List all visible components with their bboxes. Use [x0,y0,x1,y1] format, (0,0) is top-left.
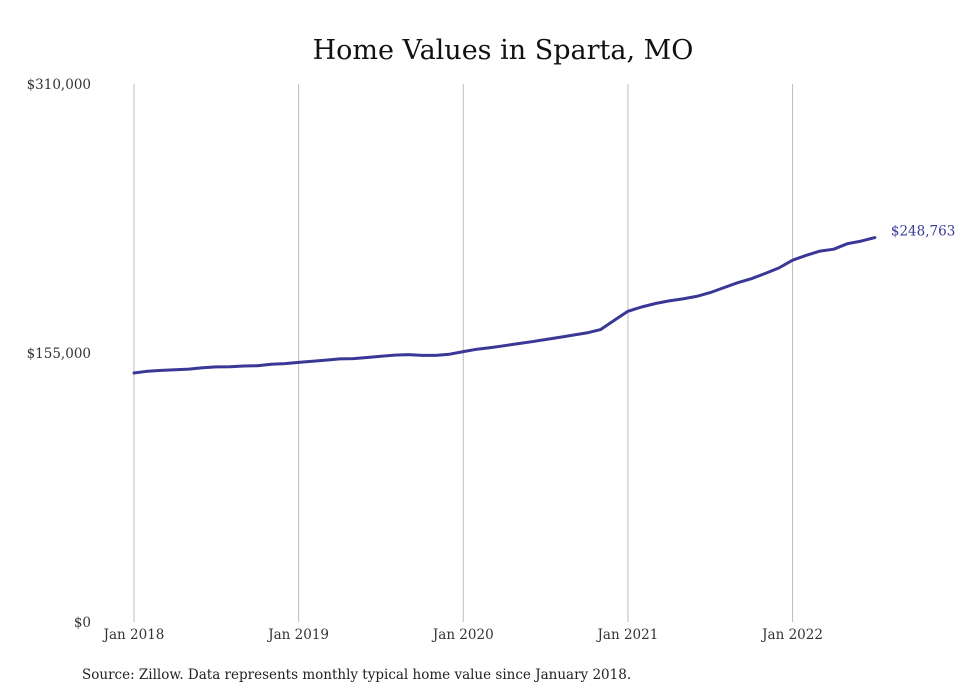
x-tick-label: Jan 2019 [266,627,329,643]
y-tick-label: $310,000 [27,77,91,93]
x-tick-label: Jan 2020 [431,627,494,643]
y-axis-ticks: $0 $155,000 $310,000 [27,77,91,631]
x-axis-ticks: Jan 2018 Jan 2019 Jan 2020 Jan 2021 Jan 2022 [102,627,823,643]
x-tick-label: Jan 2018 [102,627,165,643]
series-group [132,236,877,375]
y-tick-label: $155,000 [27,346,91,362]
chart-title: Home Values in Sparta, MO [313,35,694,66]
end-value-label: $248,763 [891,224,955,240]
series-line-0 [132,236,877,375]
y-tick-label: $0 [74,615,91,631]
x-tick-label: Jan 2022 [760,627,823,643]
x-tick-label: Jan 2021 [596,627,659,643]
source-note: Source: Zillow. Data represents monthly … [82,667,632,683]
